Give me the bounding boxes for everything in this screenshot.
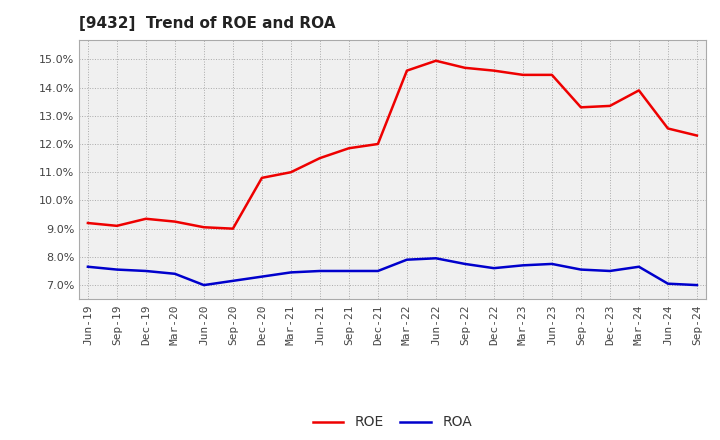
- ROE: [634, 88, 643, 93]
- ROE: [84, 220, 92, 226]
- ROE: [606, 103, 614, 109]
- Legend: ROE, ROA: ROE, ROA: [307, 410, 477, 435]
- ROA: [84, 264, 92, 269]
- ROA: [171, 271, 179, 276]
- ROE: [664, 126, 672, 131]
- ROA: [606, 268, 614, 274]
- ROA: [431, 256, 440, 261]
- ROE: [315, 155, 324, 161]
- ROE: [228, 226, 237, 231]
- ROE: [431, 58, 440, 63]
- ROE: [577, 105, 585, 110]
- ROA: [461, 261, 469, 267]
- Line: ROA: ROA: [88, 258, 697, 285]
- ROE: [345, 146, 354, 151]
- ROE: [461, 65, 469, 70]
- ROA: [228, 278, 237, 283]
- ROA: [518, 263, 527, 268]
- ROA: [258, 274, 266, 279]
- ROE: [287, 169, 295, 175]
- ROA: [548, 261, 557, 267]
- ROE: [112, 223, 121, 228]
- ROE: [258, 175, 266, 180]
- ROE: [402, 68, 411, 73]
- ROA: [345, 268, 354, 274]
- ROE: [490, 68, 498, 73]
- ROE: [199, 224, 208, 230]
- ROE: [693, 133, 701, 138]
- ROA: [490, 265, 498, 271]
- ROA: [402, 257, 411, 262]
- ROE: [374, 141, 382, 147]
- ROA: [199, 282, 208, 288]
- Line: ROE: ROE: [88, 61, 697, 229]
- ROA: [374, 268, 382, 274]
- ROA: [142, 268, 150, 274]
- ROA: [287, 270, 295, 275]
- ROE: [548, 72, 557, 77]
- ROE: [142, 216, 150, 221]
- ROE: [518, 72, 527, 77]
- ROA: [664, 281, 672, 286]
- ROA: [634, 264, 643, 269]
- Text: [9432]  Trend of ROE and ROA: [9432] Trend of ROE and ROA: [79, 16, 336, 32]
- ROA: [112, 267, 121, 272]
- ROA: [577, 267, 585, 272]
- ROA: [693, 282, 701, 288]
- ROA: [315, 268, 324, 274]
- ROE: [171, 219, 179, 224]
